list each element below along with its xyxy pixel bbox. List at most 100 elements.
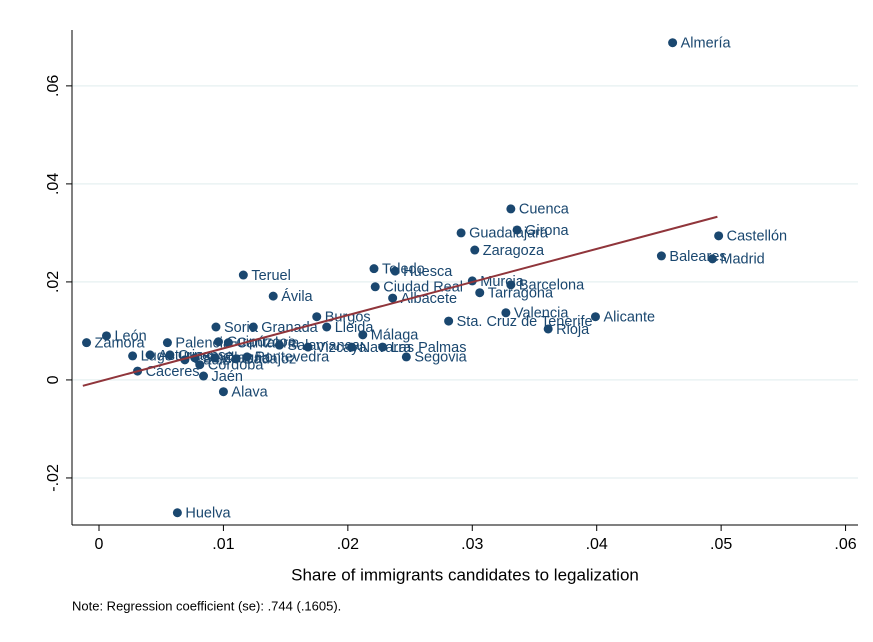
point xyxy=(231,354,241,364)
point-label: Ávila xyxy=(281,288,313,305)
point-label: Castellón xyxy=(727,229,787,245)
point xyxy=(218,387,228,397)
point-label: Córdoba xyxy=(208,358,265,374)
point xyxy=(145,350,155,360)
point xyxy=(274,340,284,350)
note: Note: Regression coefficient (se): .744 … xyxy=(72,598,341,613)
x-tick-label: 0 xyxy=(95,536,104,553)
point xyxy=(211,322,221,332)
y-tick-label: -.02 xyxy=(45,464,62,492)
point xyxy=(656,251,666,261)
point xyxy=(512,225,522,235)
point-label: Alava xyxy=(231,385,268,401)
point-label: Almería xyxy=(681,36,732,52)
point xyxy=(322,322,332,332)
point xyxy=(347,342,357,352)
point xyxy=(543,324,553,334)
point-label: Ciudad Real xyxy=(383,280,463,296)
x-tick-label: .04 xyxy=(586,536,608,553)
point-label: Cantabria xyxy=(236,336,300,352)
point xyxy=(456,228,466,238)
point-label: Burgos xyxy=(325,310,371,326)
point xyxy=(470,245,480,255)
y-tick-label: .06 xyxy=(45,75,62,97)
point xyxy=(506,280,516,290)
point-label: Valencia xyxy=(514,306,569,322)
point-label: Tarragona xyxy=(488,286,554,302)
point xyxy=(369,264,379,274)
point xyxy=(370,282,380,292)
point xyxy=(238,270,248,280)
point-label: Sta. Cruz de Tenerife xyxy=(457,314,593,330)
point xyxy=(444,316,454,326)
point xyxy=(707,254,717,264)
point xyxy=(506,204,516,214)
point-label: Baleares xyxy=(669,249,726,265)
point-label: Badajoz xyxy=(244,352,296,368)
point-label: Málaga xyxy=(371,328,419,344)
x-tick-label: .05 xyxy=(710,536,732,553)
point xyxy=(172,508,182,518)
point xyxy=(128,351,138,361)
point-label: Barcelona xyxy=(519,278,585,294)
point-label: Cuenca xyxy=(519,202,570,218)
point-label: Madrid xyxy=(720,252,764,268)
point-label: Alicante xyxy=(603,310,655,326)
point-label: Albacete xyxy=(401,291,457,307)
point xyxy=(162,338,172,348)
fit-line xyxy=(82,215,718,387)
point-label: Rioja xyxy=(556,322,590,338)
y-tick-label: .02 xyxy=(45,271,62,293)
point-label: Girona xyxy=(525,223,569,239)
point xyxy=(101,331,111,341)
point xyxy=(378,342,388,352)
point xyxy=(475,288,485,298)
point-label: Vizcaya xyxy=(316,340,367,356)
x-tick-label: .02 xyxy=(337,536,359,553)
point xyxy=(668,38,678,48)
point-label: Huesca xyxy=(403,264,453,280)
point xyxy=(268,291,278,301)
point-label: Salamanca xyxy=(287,338,360,354)
x-tick-label: .06 xyxy=(834,536,856,553)
point xyxy=(248,322,258,332)
point xyxy=(165,350,175,360)
point-label: Soria xyxy=(224,320,259,336)
point xyxy=(223,338,233,348)
point-label: Navarra xyxy=(360,340,413,356)
point-label: Lleida xyxy=(335,320,375,336)
point xyxy=(210,353,220,363)
x-tick-label: .03 xyxy=(461,536,483,553)
point-label: Pontevedra xyxy=(255,350,330,366)
point-label: Granada xyxy=(261,320,318,336)
point xyxy=(312,312,322,322)
point xyxy=(714,231,724,241)
point xyxy=(388,293,398,303)
y-tick-label: .04 xyxy=(45,173,62,195)
point xyxy=(401,352,411,362)
point xyxy=(213,337,223,347)
point xyxy=(199,371,209,381)
point-label: Teruel xyxy=(251,268,291,284)
point xyxy=(303,342,313,352)
point xyxy=(390,266,400,276)
point-label: Guipúzcoa xyxy=(226,335,296,351)
point-label: Zamora xyxy=(95,336,146,352)
point xyxy=(501,308,511,318)
x-tick-label: .01 xyxy=(212,536,234,553)
point xyxy=(358,330,368,340)
point-label: Huelva xyxy=(185,506,231,522)
point xyxy=(242,352,252,362)
point-label: León xyxy=(114,329,146,345)
y-tick-label: 0 xyxy=(45,375,62,384)
point xyxy=(82,338,92,348)
point xyxy=(590,312,600,322)
point-label: Guadalajara xyxy=(469,226,549,242)
x-axis-label: Share of immigrants candidates to legali… xyxy=(291,565,639,584)
point-label: Las Palmas xyxy=(391,340,467,356)
point xyxy=(195,360,205,370)
point-label: Cáceres xyxy=(146,364,200,380)
point-label: Segovia xyxy=(414,350,467,366)
